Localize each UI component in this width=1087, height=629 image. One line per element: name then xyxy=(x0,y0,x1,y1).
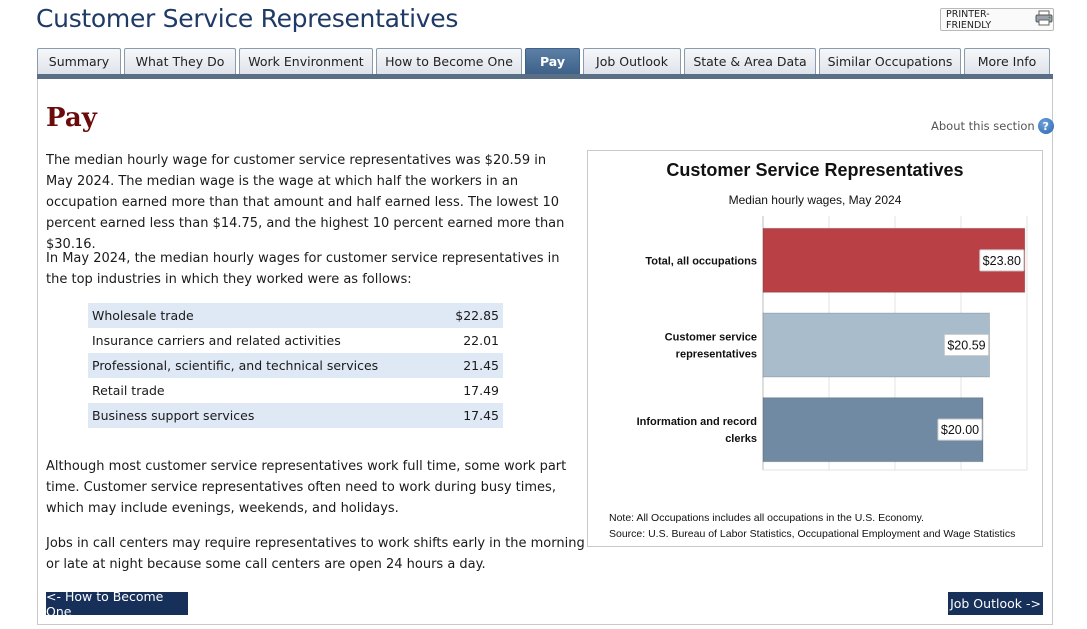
table-row: Business support services 17.45 xyxy=(88,403,503,428)
content-frame xyxy=(37,79,1053,625)
tab-bar: Summary What They Do Work Environment Ho… xyxy=(37,48,1050,74)
wage-chart-svg: Customer Service Representatives Median h… xyxy=(609,160,1028,540)
section-heading: Pay xyxy=(46,103,97,133)
table-row: Professional, scientific, and technical … xyxy=(88,353,503,378)
category-label: Customer service xyxy=(665,332,757,344)
tab-underline xyxy=(37,74,1053,79)
table-row: Insurance carriers and related activitie… xyxy=(88,328,503,353)
industry-wage-table: Wholesale trade $22.85 Insurance carriers … xyxy=(88,303,503,428)
prev-section-button[interactable]: <- How to Become One xyxy=(46,589,188,619)
table-row: Retail trade 17.49 xyxy=(88,378,503,403)
data-label-box xyxy=(979,249,1025,272)
tab-work-environment[interactable]: Work Environment xyxy=(239,48,373,74)
category-label: clerks xyxy=(725,433,757,445)
industry-name: Professional, scientific, and technical … xyxy=(88,353,441,378)
chart-title: Customer Service Representatives xyxy=(666,160,963,180)
printer-icon xyxy=(1035,10,1053,29)
tab-what-they-do[interactable]: What They Do xyxy=(124,48,236,74)
chart-subtitle: Median hourly wages, May 2024 xyxy=(729,193,902,207)
tab-job-outlook[interactable]: Job Outlook xyxy=(583,48,681,74)
data-label: $23.80 xyxy=(983,254,1021,268)
tab-pay[interactable]: Pay xyxy=(525,48,580,74)
tab-state-area-data[interactable]: State & Area Data xyxy=(684,48,816,74)
page-title: Customer Service Representatives xyxy=(36,4,459,33)
chart-source: Source: U.S. Bureau of Labor Statistics,… xyxy=(609,528,1015,540)
table-row: Wholesale trade $22.85 xyxy=(88,303,503,328)
industry-name: Wholesale trade xyxy=(88,303,441,328)
data-label: $20.59 xyxy=(947,339,985,353)
category-label: representatives xyxy=(676,349,757,361)
paragraph-call-centers: Jobs in call centers may require represe… xyxy=(46,536,585,572)
about-this-section-link[interactable]: About this section ? xyxy=(931,118,1054,134)
industry-name: Insurance carriers and related activitie… xyxy=(92,333,341,348)
industry-name: Retail trade xyxy=(92,383,165,398)
tab-similar-occupations[interactable]: Similar Occupations xyxy=(819,48,961,74)
wage-chart: Customer Service Representatives Median h… xyxy=(587,150,1043,547)
industry-name: Business support services xyxy=(88,403,441,428)
tab-summary[interactable]: Summary xyxy=(37,48,121,74)
paragraph-industries-intro: In May 2024, the median hourly wages for… xyxy=(46,251,560,287)
data-label: $20.00 xyxy=(941,423,979,437)
next-section-button[interactable]: Job Outlook -> xyxy=(948,592,1043,615)
category-label: Information and record xyxy=(637,416,757,428)
chart-note: Note: All Occupations includes all occup… xyxy=(609,512,924,524)
help-icon: ? xyxy=(1037,118,1054,134)
tab-how-to-become-one[interactable]: How to Become One xyxy=(376,48,522,74)
category-label: Total, all occupations xyxy=(645,255,757,267)
tab-more-info[interactable]: More Info xyxy=(964,48,1050,74)
industry-wage: 17.45 xyxy=(440,403,503,428)
industry-wage: 22.01 xyxy=(463,333,499,348)
printer-friendly-button[interactable]: PRINTER-FRIENDLY xyxy=(940,8,1054,31)
about-this-section-label: About this section xyxy=(931,119,1035,133)
printer-friendly-label: PRINTER-FRIENDLY xyxy=(946,8,992,31)
industry-wage: $22.85 xyxy=(440,303,503,328)
industry-wage: 17.49 xyxy=(463,383,499,398)
paragraph-median-wage: The median hourly wage for customer serv… xyxy=(46,153,565,252)
data-label-box xyxy=(937,418,983,441)
industry-wage: 21.45 xyxy=(440,353,503,378)
data-label-box xyxy=(943,334,989,356)
paragraph-work-schedule: Although most customer service represent… xyxy=(46,459,567,516)
